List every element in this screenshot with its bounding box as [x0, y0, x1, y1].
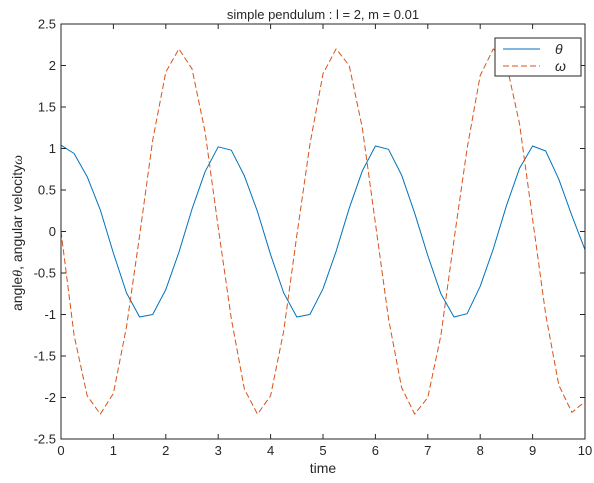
chart-title: simple pendulum : l = 2, m = 0.01: [227, 7, 419, 22]
y-tick-label: 1.5: [38, 100, 56, 115]
legend-box: [494, 37, 582, 77]
y-tick-label: 2.5: [38, 17, 56, 32]
x-tick-label: 1: [110, 443, 117, 458]
x-tick-label: 6: [372, 443, 379, 458]
x-tick-label: 3: [215, 443, 222, 458]
series-line-theta: [60, 144, 586, 318]
x-axis-label: time: [310, 460, 337, 476]
y-axis-label-omega: ω: [11, 155, 26, 165]
y-axis-label-angle: angle: [9, 277, 25, 311]
x-tick-label: 10: [578, 443, 592, 458]
x-tick-label: 4: [267, 443, 274, 458]
y-tick-label: 1: [49, 141, 56, 156]
y-tick-label: 2: [49, 58, 56, 73]
y-tick-label: -1: [44, 307, 56, 322]
x-tick-label: 7: [424, 443, 431, 458]
legend-label-theta: θ: [555, 41, 563, 57]
y-axis-label: angleθ, angular velocityω: [9, 155, 26, 311]
x-tick-label: 8: [477, 443, 484, 458]
y-tick-label: 0: [49, 224, 56, 239]
y-tick-label: -2: [44, 390, 56, 405]
y-tick-label: -2.5: [34, 432, 56, 447]
y-tick-label: -1.5: [34, 349, 56, 364]
legend-label-omega: ω: [555, 58, 566, 74]
x-tick-label: 9: [529, 443, 536, 458]
x-tick-label: 5: [319, 443, 326, 458]
x-tick-label: 0: [57, 443, 64, 458]
y-tick-label: 0.5: [38, 183, 56, 198]
x-tick-label: 2: [162, 443, 169, 458]
y-axis-label-angular-velocity: , angular velocity: [9, 165, 25, 270]
y-tick-label: -0.5: [34, 266, 56, 281]
y-axis-label-theta: θ: [11, 270, 26, 277]
